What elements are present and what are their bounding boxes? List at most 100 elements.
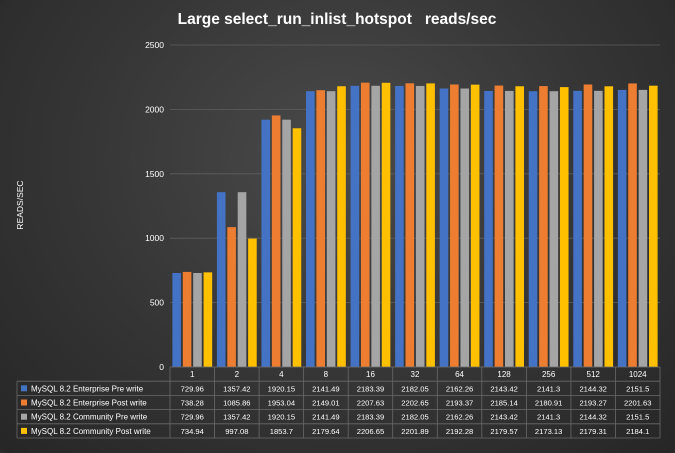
y-tick-label: 1500	[145, 169, 164, 179]
x-category-label: 128	[497, 370, 511, 379]
bar	[316, 90, 326, 367]
bar	[617, 89, 627, 367]
table-value: 2151.5	[626, 413, 649, 422]
bar	[306, 91, 315, 367]
table-value: 2182.05	[401, 384, 428, 393]
bar	[504, 90, 514, 368]
x-category-label: 256	[542, 370, 556, 379]
table-value: 2144.32	[579, 413, 606, 422]
table-value: 2182.05	[401, 413, 428, 422]
bar	[628, 83, 637, 367]
table-value: 2193.27	[579, 399, 606, 408]
table-value: 2180.91	[535, 399, 562, 408]
bar	[193, 272, 202, 367]
bar	[415, 85, 425, 367]
bar	[381, 82, 391, 367]
legend-key	[21, 413, 27, 420]
bar	[337, 86, 346, 368]
table-value: 2201.89	[401, 427, 428, 436]
table-value: 2193.37	[446, 399, 473, 408]
x-category-label: 1024	[629, 370, 647, 379]
table-value: 2192.28	[446, 427, 473, 436]
legend-key	[21, 427, 27, 434]
bar	[439, 88, 449, 367]
legend-key	[21, 399, 27, 406]
bar	[248, 238, 257, 367]
table-value: 2173.13	[535, 427, 562, 436]
bar	[360, 82, 370, 367]
table-value: 2151.5	[626, 384, 649, 393]
legend-key	[21, 385, 27, 392]
data-table: 1 2 4 8 16 32 64 128 256 512 1024 MySQL 8.2 Enterpr…	[16, 366, 661, 439]
table-value: 2201.63	[624, 399, 651, 408]
series-name: MySQL 8.2 Enterprise Pre write	[31, 384, 144, 393]
x-category-label: 16	[366, 370, 375, 379]
table-value: 2179.31	[579, 427, 606, 436]
table-value: 2143.42	[490, 384, 517, 393]
table-value: 1920.15	[268, 413, 295, 422]
bar	[638, 89, 648, 367]
table-value: 997.08	[225, 427, 248, 436]
table-value: 2162.26	[446, 413, 473, 422]
bar	[282, 119, 291, 367]
table-value: 2206.65	[357, 427, 384, 436]
table-value: 2179.57	[490, 427, 517, 436]
table-value: 734.94	[181, 427, 204, 436]
table-value: 2162.26	[446, 384, 473, 393]
chart-title: Large select_run_inlist_hotspot reads/se…	[178, 11, 497, 28]
bar	[460, 88, 470, 367]
bar	[271, 115, 281, 367]
table-value: 2141.3	[537, 384, 560, 393]
y-tick-label: 500	[150, 298, 164, 308]
bar	[371, 85, 380, 368]
series-name: MySQL 8.2 Enterprise Post write	[31, 399, 147, 408]
table-value: 2143.42	[490, 413, 517, 422]
table-value: 738.28	[181, 399, 204, 408]
bar	[549, 91, 559, 367]
table-value: 2185.14	[490, 399, 517, 408]
table-value: 1357.42	[223, 384, 250, 393]
bar	[426, 83, 435, 367]
table-value: 2149.01	[312, 399, 339, 408]
bars	[172, 82, 658, 368]
table-value: 1920.15	[268, 384, 295, 393]
bar	[216, 192, 226, 367]
x-category-label: 2	[235, 370, 240, 379]
y-tick-labels: 0 500 1000 1500 2000 2500	[145, 40, 164, 372]
table-value: 2202.65	[401, 399, 428, 408]
table-value: 1953.04	[268, 399, 295, 408]
table-value: 2141.3	[537, 413, 560, 422]
bar	[172, 272, 181, 367]
table-value: 2183.39	[357, 384, 384, 393]
x-category-label: 4	[279, 370, 284, 379]
bar	[326, 91, 336, 367]
bar	[395, 85, 404, 367]
y-axis-label: READS/SEC	[15, 180, 25, 229]
table-value: 1085.86	[223, 399, 250, 408]
x-category-label: 64	[455, 370, 464, 379]
series-name: MySQL 8.2 Community Post write	[31, 427, 151, 436]
bar	[182, 271, 192, 367]
bar	[604, 86, 614, 367]
bar	[494, 85, 504, 368]
x-category-label: 1	[190, 370, 195, 379]
y-tick-label: 0	[159, 362, 164, 372]
bar	[649, 85, 658, 367]
bar	[450, 84, 459, 367]
bar	[237, 192, 247, 367]
bar	[261, 119, 271, 367]
y-tick-label: 2000	[145, 104, 164, 114]
table-value: 1357.42	[223, 413, 250, 422]
table-value: 2144.32	[579, 384, 606, 393]
bar	[292, 128, 302, 367]
bar	[515, 86, 524, 367]
table-value: 729.96	[181, 413, 204, 422]
y-tick-label: 1000	[145, 233, 164, 243]
bar	[528, 91, 538, 367]
table-value: 2141.49	[312, 413, 339, 422]
table-value: 2141.49	[312, 384, 339, 393]
table-value: 729.96	[181, 384, 204, 393]
table-value: 2207.63	[357, 399, 384, 408]
table-value: 1853.7	[270, 427, 293, 436]
